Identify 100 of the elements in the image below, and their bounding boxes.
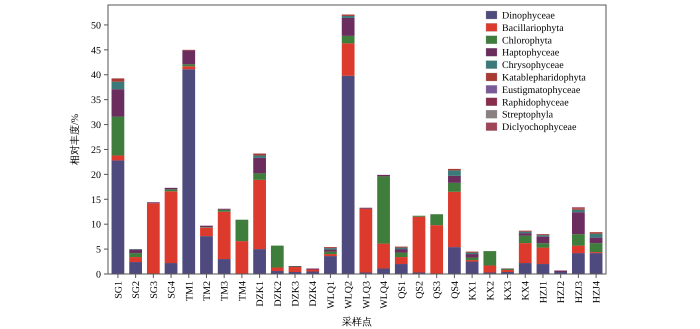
bar <box>536 243 550 248</box>
bar <box>536 236 550 244</box>
bar <box>270 268 284 272</box>
bar <box>483 251 496 266</box>
bar <box>536 264 550 274</box>
legend-label: Raphidophyceae <box>502 97 570 108</box>
bar <box>324 252 337 254</box>
x-tick-label: DZK3 <box>290 281 302 307</box>
bar <box>518 233 532 236</box>
bar <box>164 263 178 274</box>
bar <box>430 225 444 274</box>
legend-label: Diclyochophyceae <box>502 122 577 134</box>
bar <box>182 66 196 70</box>
bar <box>448 182 461 192</box>
bar <box>182 69 196 274</box>
bar <box>359 208 372 273</box>
x-tick-label: SG3 <box>148 281 160 299</box>
bar <box>112 89 124 117</box>
bar <box>182 50 196 64</box>
bar <box>324 256 337 274</box>
legend-label: Eustigmatophyceae <box>502 84 581 96</box>
y-tick-label: 30 <box>91 120 101 132</box>
bar <box>466 262 478 274</box>
bar <box>590 253 602 274</box>
bar <box>590 238 602 244</box>
bar <box>342 43 355 76</box>
x-tick-label: WLQ3 <box>361 281 372 309</box>
x-tick-label: SG4 <box>166 281 178 299</box>
x-tick-label: QS3 <box>432 281 444 299</box>
bar <box>377 244 390 269</box>
bar <box>253 155 266 158</box>
bar <box>572 234 585 246</box>
bar <box>518 236 532 244</box>
bar <box>377 176 390 244</box>
bar <box>394 264 408 274</box>
x-tick-label: KX2 <box>485 281 496 300</box>
bar <box>536 248 550 264</box>
bar <box>200 236 213 274</box>
bar <box>253 158 266 174</box>
bar <box>236 220 248 242</box>
bar <box>572 246 585 254</box>
bar <box>218 212 231 260</box>
bar <box>253 173 266 180</box>
x-tick-label: WLQ4 <box>379 281 390 309</box>
bar <box>466 254 478 258</box>
y-tick-label: 40 <box>91 70 101 82</box>
bar <box>288 267 302 272</box>
x-tick-label: KX4 <box>520 281 532 300</box>
x-tick-label: TM1 <box>184 281 196 301</box>
legend-label: Streptophyla <box>502 110 554 121</box>
x-tick-label: WLQ2 <box>344 281 355 309</box>
bar <box>112 78 124 82</box>
x-tick-label: DZK2 <box>272 281 284 307</box>
legend-label: Haptophyceae <box>502 48 560 59</box>
y-tick-label: 20 <box>91 170 101 181</box>
x-tick-label: TM2 <box>202 281 213 301</box>
bar <box>112 82 124 90</box>
bar <box>342 18 355 36</box>
x-tick-label: HZJ2 <box>556 281 568 304</box>
legend-label: Chlorophyta <box>502 35 553 46</box>
bar <box>129 253 142 258</box>
y-tick-label: 50 <box>91 20 101 32</box>
x-tick-label: SG1 <box>113 281 124 299</box>
bar <box>253 180 266 250</box>
x-tick-label: HZJ1 <box>538 281 550 304</box>
bar <box>394 252 408 258</box>
x-tick-label: SG2 <box>131 281 142 299</box>
bar <box>377 268 390 274</box>
x-tick-label: QS1 <box>396 281 408 299</box>
y-tick-label: 25 <box>91 144 101 156</box>
bar <box>590 243 602 252</box>
bar <box>412 216 426 273</box>
bar <box>129 250 142 254</box>
bar <box>342 36 355 44</box>
bar <box>448 170 461 176</box>
x-tick-label: TM3 <box>220 281 231 301</box>
bar <box>129 262 142 274</box>
bar <box>518 263 532 274</box>
y-tick-label: 45 <box>91 45 101 56</box>
x-tick-label: KX3 <box>503 281 514 300</box>
bar <box>394 249 408 253</box>
y-tick-label: 35 <box>91 95 101 106</box>
bar <box>572 212 585 234</box>
y-tick-label: 5 <box>96 244 101 256</box>
x-tick-label: HZJ3 <box>574 281 585 304</box>
legend-label: Katablepharidophyta <box>502 72 586 84</box>
bar <box>448 176 461 183</box>
bar <box>270 246 284 268</box>
bar <box>112 155 124 160</box>
y-tick-label: 15 <box>91 194 101 206</box>
bar <box>394 257 408 264</box>
bar <box>218 259 231 274</box>
legend-label: Bacillariophyta <box>502 22 564 34</box>
x-tick-label: HZJ4 <box>592 281 603 304</box>
bar <box>146 203 160 274</box>
bar <box>466 258 478 260</box>
bar <box>236 241 248 274</box>
bar <box>112 160 124 274</box>
x-tick-label: WLQ1 <box>326 281 337 309</box>
bar <box>518 243 532 264</box>
